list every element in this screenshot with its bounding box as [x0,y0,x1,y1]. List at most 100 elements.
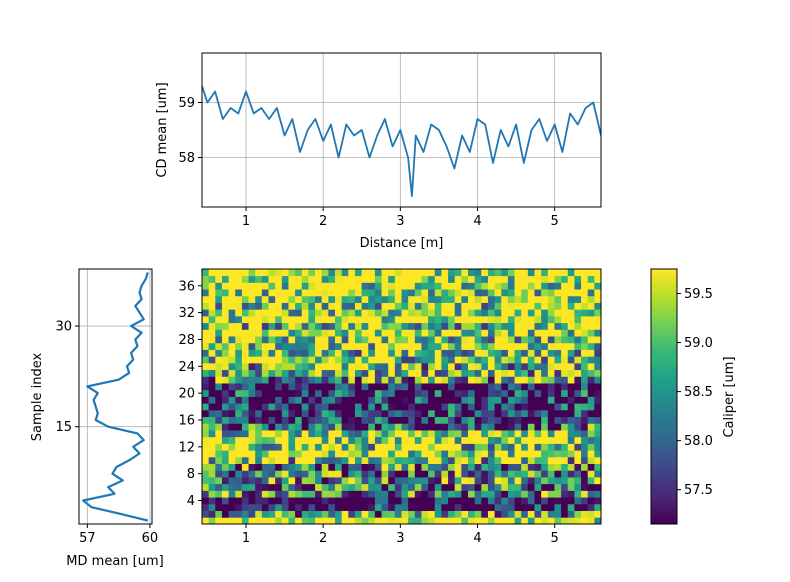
heatmap-cell [368,403,376,411]
heatmap-cell [501,403,509,411]
heatmap-cell [501,456,509,464]
heatmap-cell [221,497,229,505]
heatmap-cell [547,430,555,438]
heatmap-cell [561,369,569,377]
heatmap-cell [561,389,569,397]
heatmap-cell [215,450,223,458]
heatmap-cell [328,490,336,498]
heatmap-cell [235,450,243,458]
heatmap-cell [374,503,382,511]
heatmap-cell [268,409,276,418]
heatmap-cell [268,517,276,525]
heatmap-cell [381,269,389,277]
heatmap-cell [501,450,509,458]
heatmap-cell [248,336,256,344]
heatmap-cell [487,503,495,511]
heatmap-cell [487,329,495,337]
heatmap-cell [441,376,449,384]
heatmap-cell [208,490,216,498]
heatmap-cell [521,342,529,350]
heatmap-cell [328,295,336,303]
heatmap-cell [554,356,562,364]
heatmap-cell [368,369,376,377]
heatmap-cell [507,490,515,498]
heatmap-cell [448,289,456,297]
heatmap-cell [268,470,276,478]
heatmap-cell [328,369,336,377]
heatmap-cell [534,470,542,478]
heatmap-cell [494,389,502,397]
heatmap-cell [341,315,349,324]
heatmap-cell [295,470,303,478]
heatmap-cell [321,470,329,478]
heatmap-cell [554,510,562,518]
heatmap-cell [368,356,376,364]
heatmap-cell [255,396,263,404]
heatmap-cell [501,470,509,478]
heatmap-cell [388,376,396,384]
heatmap-cell [301,430,309,438]
heatmap-cell [561,289,569,297]
heatmap-y-tick-label: 32 [178,306,195,321]
heatmap-cell [308,517,316,525]
heatmap-cell [275,376,283,384]
heatmap-cell [468,289,476,297]
heatmap-cell [428,463,436,471]
heatmap-cell [241,436,249,444]
heatmap-cell [454,503,462,511]
heatmap-cell [394,430,402,438]
heatmap-cell [561,322,569,330]
heatmap-cell [581,517,589,525]
heatmap-cell [581,396,589,404]
heatmap-cell [534,302,542,310]
heatmap-cell [261,295,269,303]
heatmap-cell [275,403,283,411]
heatmap-cell [261,396,269,404]
heatmap-cell [541,383,549,391]
heatmap-cell [301,336,309,344]
heatmap-cell [434,376,442,384]
heatmap-cell [388,436,396,444]
heatmap-cell [394,356,402,364]
heatmap-cell [421,389,429,397]
heatmap-cell [328,463,336,471]
heatmap-cell [401,329,409,337]
heatmap-cell [461,443,469,451]
heatmap-cell [567,436,575,444]
heatmap-cell [561,497,569,505]
heatmap-cell [228,342,236,350]
heatmap-cell [255,477,263,485]
heatmap-cell [315,376,323,384]
heatmap-cell [308,510,316,518]
heatmap-cell [281,282,289,290]
heatmap-cell [414,497,422,505]
heatmap-cell [547,470,555,478]
heatmap-cell [275,362,283,371]
heatmap-cell [414,329,422,337]
heatmap-cell [587,517,595,525]
heatmap-cell [514,423,522,431]
heatmap-cell [448,383,456,391]
heatmap-cell [288,302,296,310]
heatmap-cell [454,369,462,377]
heatmap-cell [414,342,422,350]
heatmap-cell [421,436,429,444]
heatmap-cell [381,289,389,297]
heatmap-cell [248,436,256,444]
heatmap-cell [321,409,329,418]
heatmap-cell [547,289,555,297]
heatmap-cell [221,289,229,297]
heatmap-cell [361,463,369,471]
heatmap-cell [221,336,229,344]
heatmap-cell [414,275,422,283]
heatmap-cell [301,443,309,451]
heatmap-cell [335,389,343,397]
heatmap-cell [521,456,529,464]
heatmap-cell [335,269,343,277]
heatmap-cell [295,356,303,364]
heatmap-cell [567,396,575,404]
heatmap-cell [354,383,362,391]
heatmap-cell [527,396,535,404]
heatmap-cell [368,463,376,471]
heatmap-cell [221,403,229,411]
